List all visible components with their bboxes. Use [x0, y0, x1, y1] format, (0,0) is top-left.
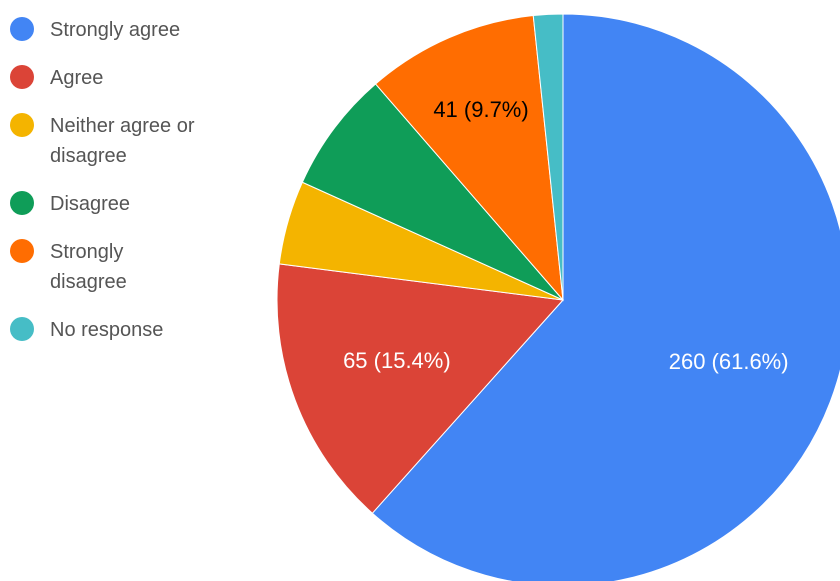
legend-swatch [10, 239, 34, 263]
legend-label-line: Strongly agree [50, 19, 181, 41]
legend-label-line: disagree [50, 271, 127, 293]
legend-item: Strongly agree [10, 15, 250, 45]
legend-label-line: disagree [50, 145, 127, 167]
pie-slice [301, 83, 564, 301]
pie-slice [374, 15, 564, 302]
legend-swatch [10, 65, 34, 89]
legend-item: No response [10, 315, 250, 345]
legend-label: Agree [50, 63, 103, 93]
legend-swatch [10, 17, 34, 41]
legend-item: Disagree [10, 189, 250, 219]
legend-swatch [10, 317, 34, 341]
legend-label: Neither agree or disagree [50, 111, 195, 171]
legend-label: Disagree [50, 189, 130, 219]
pie-slice [532, 13, 564, 301]
pie-slice [276, 263, 565, 514]
legend-swatch [10, 113, 34, 137]
slice-data-label: 260 (61.6%) [669, 349, 789, 374]
slice-data-label: 41 (9.7%) [433, 97, 528, 122]
legend-label-line: Neither agree or [50, 115, 195, 137]
legend-swatch [10, 191, 34, 215]
legend-label-line: No response [50, 319, 164, 341]
legend-label-line: Strongly [50, 241, 124, 263]
legend-label: Strongly agree [50, 15, 180, 45]
legend: Strongly agree Agree Neither agree or disag… [10, 15, 250, 363]
legend-item: Agree [10, 63, 250, 93]
legend-label-line: Agree [50, 67, 104, 89]
legend-label: No response [50, 315, 163, 345]
pie-slice [371, 13, 840, 581]
legend-item: Neither agree or disagree [10, 111, 250, 171]
legend-label: Strongly disagree [50, 237, 127, 297]
legend-item: Strongly disagree [10, 237, 250, 297]
legend-label-line: Disagree [50, 193, 131, 215]
slice-data-label: 65 (15.4%) [343, 348, 451, 373]
